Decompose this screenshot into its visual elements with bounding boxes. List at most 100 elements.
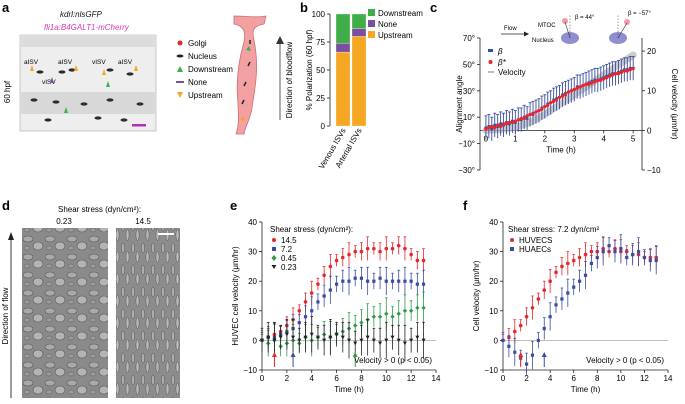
nucleus-cell-8 bbox=[106, 98, 114, 102]
f-huaecs-point-6 bbox=[536, 338, 540, 342]
e-7-2-point-26 bbox=[421, 282, 426, 286]
c-betastar-point-40 bbox=[602, 77, 606, 81]
e-sig-label: Velocity > 0 (p < 0.05) bbox=[354, 356, 432, 365]
e-0-45-point-24 bbox=[408, 308, 414, 313]
e-legend-swatch-7-2 bbox=[272, 247, 276, 251]
f-huvecs-point-14 bbox=[583, 252, 588, 257]
e-14-5-point-23 bbox=[403, 246, 407, 251]
f-xtick-label-4: 8 bbox=[595, 374, 600, 383]
f-huvecs-point-7 bbox=[542, 288, 547, 292]
f-legend-huvecs: HUVECS bbox=[519, 236, 552, 245]
polarity-marker-5 bbox=[106, 81, 110, 87]
micrograph-low-shear bbox=[22, 228, 108, 398]
c-betastar-point-16 bbox=[531, 112, 535, 117]
polarity-marker-0 bbox=[30, 65, 34, 71]
mtoc-icon-2 bbox=[624, 19, 630, 25]
inset-nucleus-label: Nucleus bbox=[532, 38, 554, 44]
e-xtick-label-3: 6 bbox=[334, 374, 339, 383]
c-y2tick-label-1: 0 bbox=[647, 126, 652, 135]
e-0-23-point-16 bbox=[359, 338, 364, 343]
c-betastar-point-27 bbox=[563, 93, 568, 97]
f-ytick-label-5: 40 bbox=[489, 218, 498, 227]
f-huaecs-point-14 bbox=[583, 273, 588, 277]
e-legend-7-2: 7.2 bbox=[281, 245, 293, 254]
f-ytick-label-2: 10 bbox=[489, 307, 498, 316]
f-ytick-label-3: 20 bbox=[489, 277, 498, 286]
e-14-5-point-14 bbox=[347, 252, 351, 257]
e-14-5-point-18 bbox=[372, 246, 376, 251]
e-7-2-point-17 bbox=[366, 279, 370, 283]
c-betastar-point-50 bbox=[631, 66, 635, 71]
f-xtick-label-1: 2 bbox=[524, 374, 529, 383]
shear-title: Shear stress (dyn/cm²): bbox=[58, 205, 141, 214]
c-xlabel: Time (h) bbox=[546, 145, 576, 154]
c-betastar-point-45 bbox=[616, 71, 621, 76]
f-sig-arrowhead-0 bbox=[518, 352, 524, 357]
f-huaecs-point-25 bbox=[648, 258, 652, 263]
time-label: 60 hpf bbox=[3, 80, 12, 103]
f-xtick-label-5: 10 bbox=[616, 374, 625, 383]
f-ylabel: Cell velocity (μm/hr) bbox=[472, 260, 481, 331]
f-huaecs-point-8 bbox=[548, 315, 552, 319]
b-bar-arterial-isvs-downstream bbox=[351, 13, 367, 29]
inset-mtoc-label: MTOC bbox=[538, 23, 556, 29]
f-ytick-label-0: −10 bbox=[484, 366, 498, 375]
e-0-45-point-22 bbox=[396, 311, 401, 316]
c-ylabel: Alignment angle bbox=[455, 75, 464, 133]
f-huaecs-point-23 bbox=[636, 250, 641, 254]
c-betastar-point-11 bbox=[516, 118, 520, 122]
c-y2label: Cell velocity (μm/hr) bbox=[670, 69, 679, 140]
c-ytick-label-4: 50° bbox=[463, 60, 475, 69]
c-betastar-point-34 bbox=[584, 82, 588, 86]
c-betastar-point-39 bbox=[599, 78, 603, 82]
e-ytick-label-1: 0 bbox=[253, 336, 258, 345]
f-legend-swatch-huvecs bbox=[510, 238, 514, 242]
e-0-45-point-18 bbox=[371, 314, 377, 319]
f-huvecs-point-11 bbox=[566, 261, 570, 266]
e-ytick-label-2: 10 bbox=[248, 307, 257, 316]
alignment-chart: −30°−10°10°30°50°70°−1001020012345Time (… bbox=[455, 34, 679, 175]
nucleus-cell-11 bbox=[94, 116, 102, 120]
b-ytick-label-4: 100 bbox=[312, 10, 326, 19]
c-betastar-point-8 bbox=[507, 120, 512, 125]
e-0-23-point-8 bbox=[309, 332, 314, 337]
e-xtick-label-4: 8 bbox=[359, 374, 364, 383]
b-ylabel: % Polarization (60 hpf) bbox=[305, 29, 314, 110]
e-0-23-point-6 bbox=[297, 338, 302, 343]
shear-high-value: 14.5 bbox=[135, 217, 151, 226]
c-betastar-point-47 bbox=[622, 69, 627, 73]
e-7-2-point-9 bbox=[316, 300, 320, 304]
inset-flow-arrow-icon bbox=[524, 31, 529, 37]
panel-c-letter: c bbox=[430, 0, 437, 15]
e-0-23-point-0 bbox=[260, 338, 264, 343]
e-legend-0-45: 0.45 bbox=[281, 254, 297, 263]
panel-d: d Shear stress (dyn/cm²): 0.23 14.5 Dire… bbox=[1, 198, 180, 398]
vessel-diagram: Direction of bloodflow bbox=[233, 15, 294, 135]
f-huvecs-point-8 bbox=[548, 279, 552, 284]
e-legend-title: Shear stress (dyn/cm²): bbox=[270, 225, 353, 234]
inset-flow-label: Flow bbox=[504, 26, 517, 32]
c-betastar-point-32 bbox=[578, 85, 582, 89]
e-14-5-point-8 bbox=[309, 291, 314, 295]
c-betastar-point-13 bbox=[522, 116, 526, 121]
f-huaecs-point-5 bbox=[530, 353, 535, 357]
e-7-2-point-19 bbox=[378, 276, 382, 280]
e-14-5-point-15 bbox=[353, 249, 358, 254]
e-0-23-point-23 bbox=[402, 341, 407, 346]
c-betastar-point-38 bbox=[596, 78, 600, 82]
b-ytick-label-1: 25 bbox=[316, 94, 325, 103]
upstream-marker-icon bbox=[240, 117, 245, 122]
vessel-label-4: aISV bbox=[118, 59, 133, 66]
e-0-23-point-5 bbox=[291, 335, 296, 340]
c-betastar-point-9 bbox=[510, 120, 515, 125]
f-huaecs-point-11 bbox=[566, 291, 570, 295]
e-14-5-point-6 bbox=[297, 309, 302, 313]
purple-dash-icon bbox=[176, 81, 184, 83]
b-ytick-label-3: 75 bbox=[316, 38, 325, 47]
e-xtick-label-0: 0 bbox=[260, 374, 265, 383]
e-14-5-point-24 bbox=[409, 252, 413, 257]
